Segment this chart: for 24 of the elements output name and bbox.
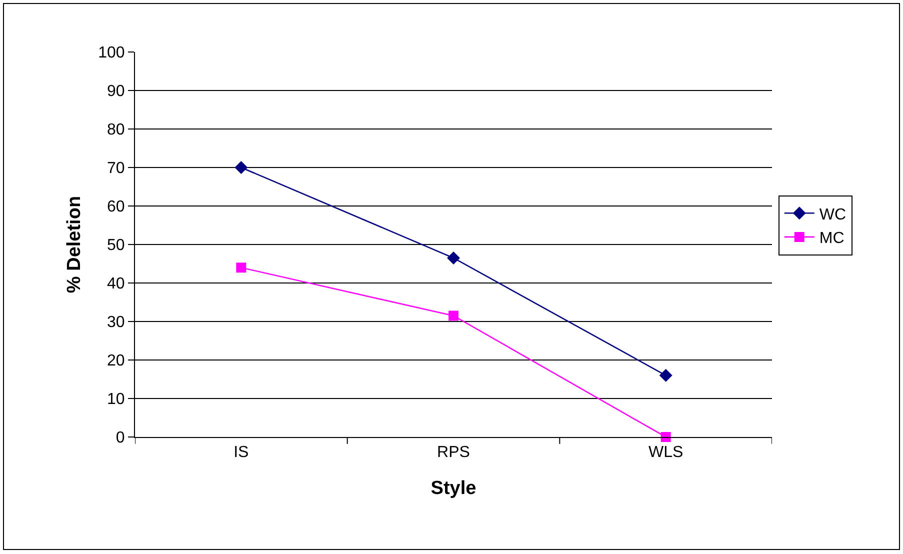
point xyxy=(447,251,460,264)
y-tick-label: 30 xyxy=(107,314,125,332)
x-axis-title: Style xyxy=(430,478,476,499)
point xyxy=(660,432,671,442)
y-tick-label: 50 xyxy=(107,237,125,254)
legend-label: WC xyxy=(819,206,846,224)
y-tick-label: 0 xyxy=(116,430,125,447)
y-tick-label: 40 xyxy=(107,276,125,293)
legend-label: MC xyxy=(819,230,844,248)
y-tick-label: 90 xyxy=(107,83,125,100)
x-tick-label: RPS xyxy=(437,444,470,462)
x-tick-label: IS xyxy=(234,444,249,462)
y-tick-label: 10 xyxy=(107,391,125,408)
y-axis-title: % Deletion xyxy=(64,196,85,294)
y-tick-label: 80 xyxy=(107,122,125,139)
y-tick-label: 60 xyxy=(107,198,125,216)
y-tick-label: 100 xyxy=(98,44,125,62)
y-tick-label: 20 xyxy=(107,352,125,370)
x-tick-label: WLS xyxy=(648,444,684,462)
point xyxy=(659,368,672,382)
point xyxy=(236,262,246,273)
y-tick-label: 70 xyxy=(107,160,125,178)
point xyxy=(234,161,248,174)
point xyxy=(448,310,458,321)
